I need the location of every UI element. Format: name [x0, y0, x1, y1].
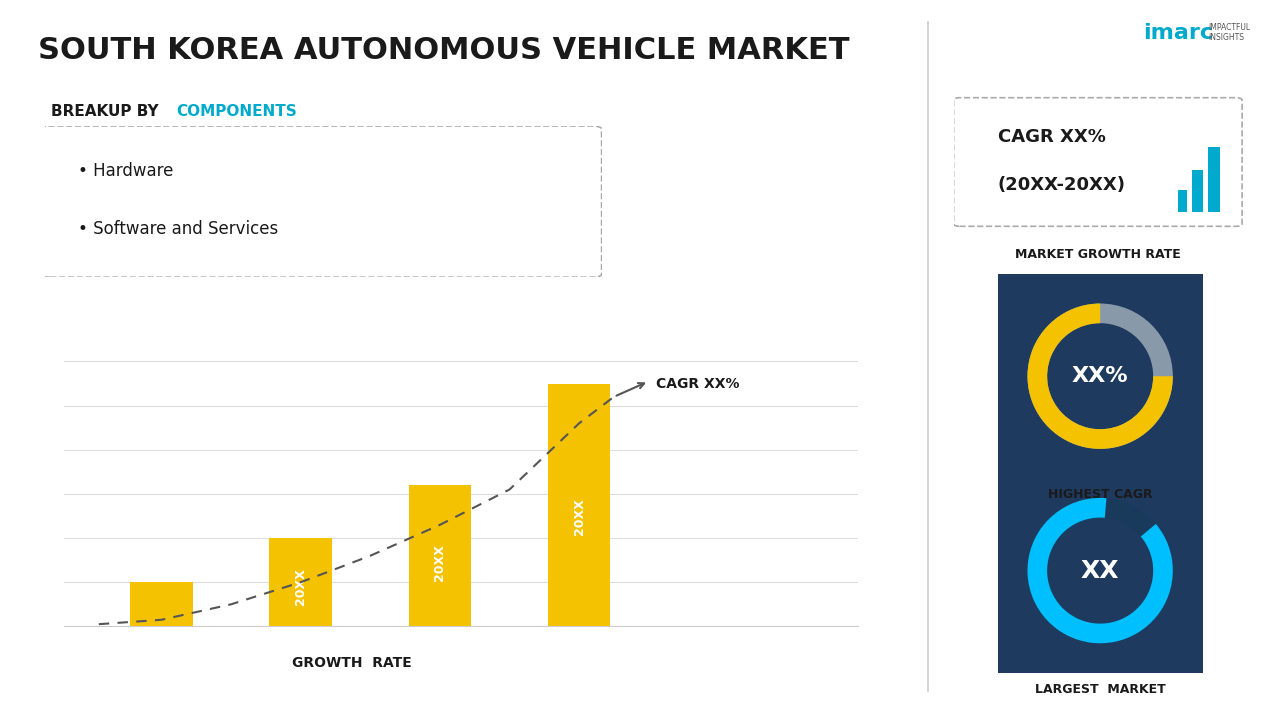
Text: • Hardware: • Hardware [78, 163, 174, 180]
Bar [1208, 147, 1220, 212]
Bar [1192, 170, 1203, 212]
FancyBboxPatch shape [954, 98, 1242, 226]
Wedge shape [1028, 498, 1172, 643]
Bar [408, 485, 471, 626]
Text: IMPACTFUL
INSIGHTS: IMPACTFUL INSIGHTS [1208, 23, 1251, 42]
Text: MARKET GROWTH RATE: MARKET GROWTH RATE [1015, 248, 1181, 261]
Bar [548, 384, 611, 626]
Text: 20XX: 20XX [434, 544, 447, 581]
Text: XX: XX [1080, 559, 1120, 582]
Text: 20XX: 20XX [572, 499, 586, 536]
FancyBboxPatch shape [984, 260, 1216, 492]
Text: LARGEST  MARKET: LARGEST MARKET [1036, 683, 1166, 696]
Text: BREAKUP BY: BREAKUP BY [51, 104, 164, 120]
Text: GROWTH  RATE: GROWTH RATE [292, 656, 412, 670]
Text: HIGHEST CAGR: HIGHEST CAGR [1048, 488, 1153, 501]
Text: CAGR XX%: CAGR XX% [998, 128, 1106, 146]
Text: COMPONENTS: COMPONENTS [177, 104, 297, 120]
Text: imarc: imarc [1143, 23, 1213, 43]
Text: (20XX-20XX): (20XX-20XX) [998, 176, 1126, 194]
Bar [269, 538, 332, 626]
Text: XX%: XX% [1071, 366, 1129, 386]
FancyBboxPatch shape [40, 126, 602, 277]
Bar [131, 582, 193, 626]
Text: SOUTH KOREA AUTONOMOUS VEHICLE MARKET: SOUTH KOREA AUTONOMOUS VEHICLE MARKET [38, 36, 850, 65]
Bar [1176, 190, 1188, 212]
Text: CAGR XX%: CAGR XX% [655, 377, 740, 390]
Text: 20XX: 20XX [294, 568, 307, 605]
Wedge shape [1028, 304, 1172, 449]
Wedge shape [1028, 304, 1172, 449]
Wedge shape [1028, 498, 1172, 643]
Text: • Software and Services: • Software and Services [78, 220, 279, 238]
FancyBboxPatch shape [984, 454, 1216, 687]
